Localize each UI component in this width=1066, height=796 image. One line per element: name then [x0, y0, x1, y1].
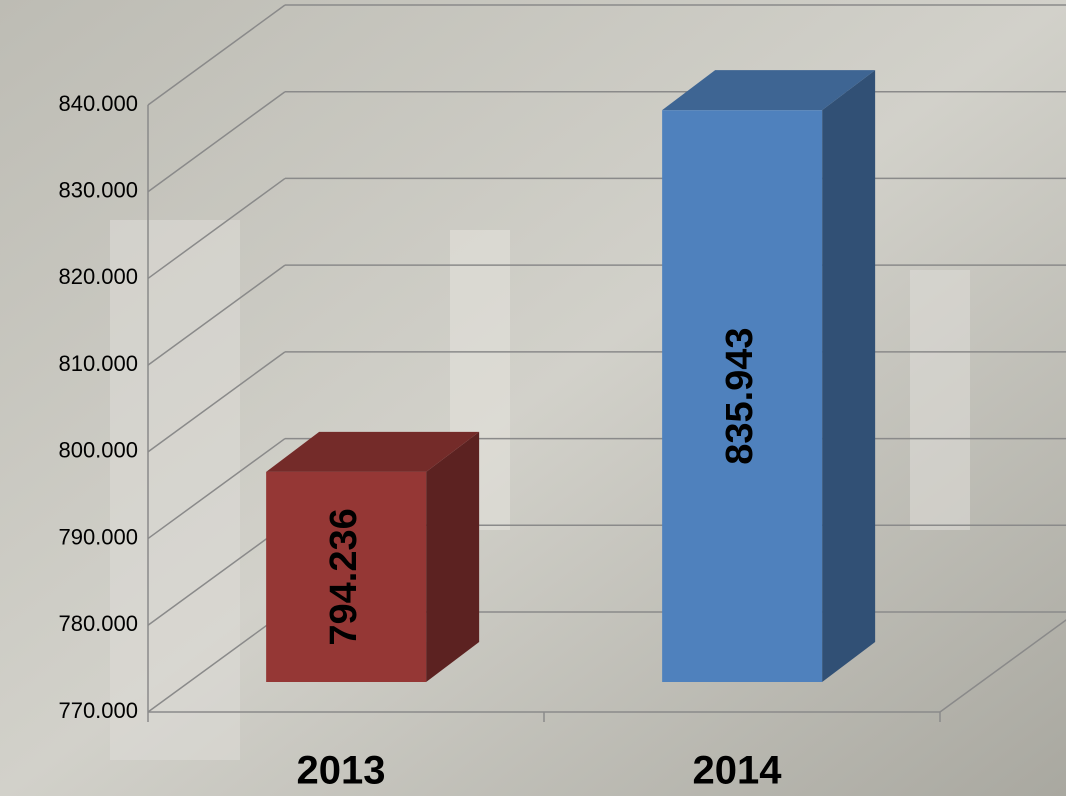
bar-top: [266, 431, 480, 472]
y-tick-label: 770.000: [58, 698, 138, 723]
grid-line: [147, 4, 286, 106]
grid-line: [147, 177, 286, 280]
bar-side: [822, 70, 876, 682]
y-tick-label: 840.000: [58, 91, 138, 116]
bar: [662, 110, 823, 682]
grid-line: [147, 611, 286, 713]
y-tick-label: 830.000: [58, 178, 138, 203]
background-stone: [110, 220, 240, 760]
axis-line: [939, 619, 1066, 713]
y-tick-label: 780.000: [58, 611, 138, 636]
y-tick-label: 810.000: [58, 351, 138, 376]
y-tick-label: 790.000: [58, 524, 138, 549]
grid-line: [147, 351, 286, 453]
y-tick-label: 800.000: [58, 438, 138, 463]
value-label: 794.236: [323, 508, 365, 645]
bar-top: [662, 70, 876, 111]
bar: [266, 471, 427, 682]
y-tick-label: 820.000: [58, 264, 138, 289]
grid-line: [147, 437, 286, 540]
background-stone: [910, 270, 970, 530]
x-tick-label: 2014: [693, 749, 783, 793]
grid-line: [147, 264, 286, 366]
grid-line: [147, 91, 286, 193]
value-label: 835.943: [719, 327, 761, 464]
bar-side: [426, 431, 480, 682]
x-tick-label: 2013: [297, 749, 386, 793]
grid-line: [147, 524, 286, 626]
